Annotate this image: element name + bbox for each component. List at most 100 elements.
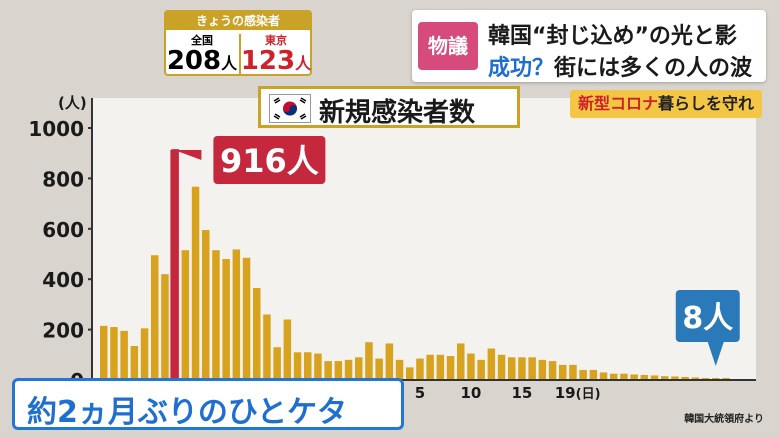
- corona-tag-rest: 暮らしを守れ: [658, 94, 755, 113]
- bar-38: [487, 348, 496, 380]
- bar-29: [395, 359, 404, 380]
- bar-47: [579, 369, 587, 380]
- x-tick-label: 19(日): [555, 384, 601, 402]
- peak-callout-pointer: [174, 150, 202, 160]
- cases-divider: [239, 34, 241, 74]
- bar-6: [161, 274, 169, 380]
- bar-9: [191, 186, 200, 380]
- bar-35: [457, 343, 465, 380]
- bar-53: [640, 374, 649, 380]
- bar-36: [467, 353, 475, 380]
- bar-41: [518, 357, 526, 380]
- bar-44: [548, 361, 557, 380]
- headline-line1: 韓国“封じ込め”の光と影: [488, 24, 737, 49]
- plot-area: [92, 98, 756, 380]
- bar-59: [701, 377, 710, 380]
- national-cases: 全国 208人: [166, 32, 238, 74]
- latest-callout-pointer: [707, 342, 724, 366]
- bottom-caption-text: 約2ヵ月ぶりのひとケタ: [27, 395, 347, 430]
- bar-17: [273, 347, 281, 380]
- bar-24: [344, 359, 353, 380]
- bar-3: [130, 345, 139, 380]
- bar-48: [589, 369, 598, 380]
- bar-21: [314, 353, 322, 380]
- source-credit: 韓国大統領府より: [684, 414, 764, 425]
- bar-43: [538, 359, 547, 380]
- y-tick-label: 1000: [28, 117, 84, 141]
- bar-32: [426, 354, 434, 380]
- bar-11: [212, 250, 220, 380]
- bar-28: [385, 343, 394, 380]
- bar-49: [599, 372, 608, 380]
- bar-15: [253, 288, 261, 380]
- bar-16: [263, 314, 271, 380]
- bar-55: [661, 376, 669, 380]
- latest-callout-label: 8人: [682, 301, 733, 336]
- bar-33: [436, 354, 445, 380]
- tokyo-value: 123: [240, 46, 296, 76]
- bar-5: [151, 255, 159, 380]
- bar-10: [202, 230, 210, 380]
- bar-7: [171, 149, 179, 380]
- bar-50: [610, 373, 618, 380]
- y-axis: 02004006008001000(人): [28, 94, 93, 393]
- national-unit: 人: [221, 54, 238, 73]
- korea-flag-icon: [269, 94, 311, 123]
- corona-tag-red: 新型コロナ: [577, 94, 658, 113]
- bar-27: [375, 358, 383, 380]
- x-tick-label: 10: [461, 384, 482, 402]
- bar-0: [100, 325, 108, 380]
- todays-cases-header: きょうの感染者: [166, 12, 310, 30]
- y-tick-label: 400: [42, 268, 84, 292]
- chart-title: 新規感染者数: [319, 98, 476, 128]
- bar-60: [712, 377, 720, 380]
- bar-4: [140, 328, 149, 380]
- bar-39: [497, 354, 506, 380]
- bar-42: [528, 357, 536, 380]
- bar-40: [508, 357, 516, 380]
- y-axis-label: (人): [58, 94, 87, 112]
- tokyo-cases: 東京 123人: [240, 32, 312, 74]
- y-tick-label: 800: [42, 167, 84, 191]
- headline-box: 物議 韓国“封じ込め”の光と影 成功？街には多くの人の波: [412, 10, 766, 82]
- chart-title-badge: 新規感染者数: [258, 86, 520, 128]
- tokyo-unit: 人: [295, 54, 312, 73]
- bar-30: [406, 367, 414, 380]
- bar-61: [722, 377, 730, 380]
- y-tick-label: 600: [42, 218, 84, 242]
- national-label: 全国: [191, 34, 213, 47]
- x-tick-suffix: (日): [576, 387, 601, 402]
- headline-line2-highlight: 成功？: [488, 56, 555, 81]
- bar-23: [334, 361, 343, 380]
- bar-56: [671, 376, 679, 380]
- bar-14: [242, 257, 251, 380]
- bar-34: [446, 356, 455, 380]
- bar-26: [365, 342, 373, 380]
- callouts-group: 916人 8人: [170, 136, 740, 380]
- bar-12: [222, 259, 230, 380]
- bar-37: [477, 359, 485, 380]
- bar-57: [681, 376, 689, 380]
- headline-line2-rest: 街には多くの人の波: [554, 56, 753, 81]
- bar-46: [569, 364, 577, 380]
- bar-19: [293, 352, 302, 380]
- peak-marker-line: [170, 150, 175, 380]
- headline-line2: 成功？街には多くの人の波: [488, 50, 752, 82]
- bar-54: [650, 375, 659, 380]
- y-tick-label: 200: [42, 319, 84, 343]
- bar-58: [691, 377, 700, 380]
- bar-51: [620, 373, 628, 380]
- peak-callout-box: [213, 136, 326, 184]
- bar-1: [110, 327, 118, 380]
- bars-group: [100, 149, 730, 380]
- national-value: 208: [166, 46, 222, 76]
- peak-callout-label: 916人: [220, 142, 319, 180]
- bar-20: [304, 352, 312, 380]
- bar-13: [232, 249, 241, 380]
- bar-8: [181, 250, 190, 380]
- bar-25: [355, 357, 363, 380]
- bar-2: [120, 330, 128, 380]
- todays-cases-box: きょうの感染者 全国 208人 東京 123人: [164, 10, 312, 76]
- bar-31: [416, 358, 424, 380]
